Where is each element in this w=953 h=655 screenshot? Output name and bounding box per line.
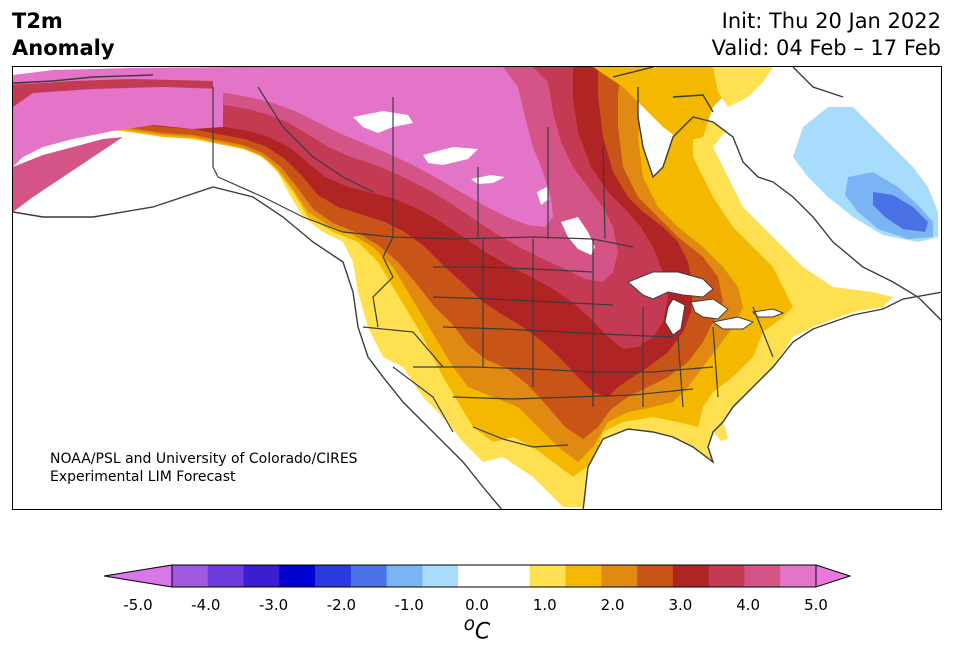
political-borders — [212, 86, 774, 448]
colorbar-segment — [315, 565, 352, 587]
atlantic-ocean — [708, 292, 941, 509]
coastlines — [13, 67, 941, 509]
cool-anomaly-strong — [873, 192, 928, 232]
colorbar — [104, 564, 852, 588]
colorbar-segment — [207, 565, 245, 587]
colorbar-tick-label: -1.0 — [394, 596, 424, 614]
colorbar-segment — [565, 565, 602, 587]
alaska-anomaly-core — [13, 87, 223, 167]
great-bear-lake — [353, 111, 413, 133]
colorbar-tick-label: 1.0 — [532, 596, 557, 614]
colorbar-tick-label: 4.0 — [736, 596, 761, 614]
map-canvas — [13, 67, 941, 509]
colorbar-tick-label: -5.0 — [123, 596, 153, 614]
colorbar-segment — [744, 565, 781, 587]
colorbar-segment — [529, 565, 567, 587]
colorbar-segment — [243, 565, 280, 587]
unit-symbol: C — [474, 619, 491, 645]
title-line-1: T2m — [12, 9, 63, 33]
map-title: T2m Anomaly — [12, 8, 115, 62]
colorbar-segment — [637, 565, 674, 587]
northeast-canada-gold — [713, 67, 773, 107]
reindeer-lake — [537, 187, 549, 205]
colorbar-frame — [171, 564, 817, 588]
colorbar-segment — [458, 565, 495, 587]
lake-winnipeg — [561, 217, 595, 255]
colorbar-segment — [386, 565, 423, 587]
pacific-ocean — [13, 187, 502, 509]
great-lakes — [627, 271, 785, 336]
colorbar-segment — [172, 565, 209, 587]
great-slave-lake — [423, 147, 478, 165]
colorbar-tick-label: -4.0 — [191, 596, 221, 614]
colorbar-segment — [350, 565, 388, 587]
colorbar-tick-label: 3.0 — [668, 596, 693, 614]
anomaly-map — [12, 66, 942, 510]
colorbar-segment — [494, 565, 531, 587]
colorbar-segment — [780, 565, 817, 587]
colorbar-tick-label: -2.0 — [326, 596, 357, 614]
colorbar-segment — [279, 565, 316, 587]
anomaly-zone-5c — [13, 67, 553, 227]
colorbar-segment — [601, 565, 638, 587]
credit-line-1: NOAA/PSL and University of Colorado/CIRE… — [50, 451, 358, 467]
colorbar-tick-label: 0.0 — [465, 596, 489, 614]
valid-date: Valid: 04 Feb – 17 Feb — [711, 36, 941, 60]
credit-line-2: Experimental LIM Forecast — [50, 469, 236, 485]
alaska-peninsula — [13, 137, 123, 212]
init-date: Init: Thu 20 Jan 2022 — [721, 9, 941, 33]
colorbar-tick-label: -3.0 — [258, 596, 289, 614]
colorbar-segment — [672, 565, 710, 587]
colorbar-tick-label: 2.0 — [600, 596, 625, 614]
gulf-of-mexico — [583, 429, 713, 509]
colorbar-unit: oC — [463, 614, 491, 645]
northeast-canada-warm — [593, 67, 743, 142]
florida-warm — [703, 412, 728, 441]
colorbar-segment — [708, 565, 745, 587]
credit-text: NOAA/PSL and University of Colorado/CIRE… — [50, 450, 358, 486]
colorbar-under-arrow — [104, 564, 173, 588]
lake-athabasca — [471, 175, 505, 184]
colorbar-tick-label: 5.0 — [804, 596, 828, 614]
title-line-2: Anomaly — [12, 36, 115, 60]
forecast-dates: Init: Thu 20 Jan 2022 Valid: 04 Feb – 17… — [712, 8, 941, 62]
colorbar-segment — [422, 565, 459, 587]
colorbar-over-arrow — [815, 564, 852, 588]
